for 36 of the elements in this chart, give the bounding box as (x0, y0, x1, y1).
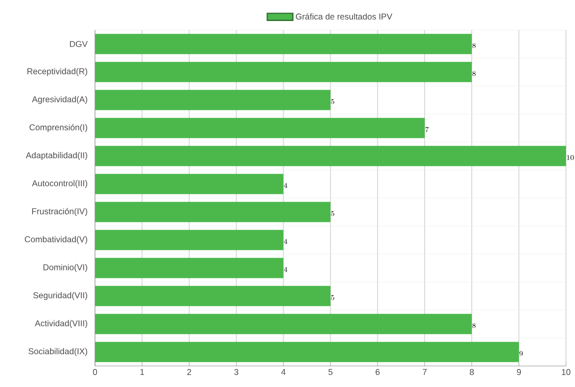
bar (95, 202, 331, 222)
y-tick-label: Sociabilidad(IX) (28, 348, 88, 356)
bar (95, 146, 566, 166)
x-tick-label: 7 (422, 369, 427, 375)
x-tick-label: 9 (516, 369, 521, 376)
x-tick-label: 0 (92, 369, 98, 376)
x-tick-label: 5 (328, 369, 333, 375)
x-tick-label: 10 (562, 369, 570, 376)
x-tick-label: 4 (281, 369, 286, 375)
bar (95, 258, 284, 278)
y-tick-label: Actividad(VIII) (34, 320, 88, 328)
x-tick-label: 2 (187, 369, 192, 375)
y-tick-label: Dominio(VI) (44, 264, 88, 272)
legend-label: Gráfica de resultados IPV (296, 13, 392, 20)
bar (95, 90, 331, 110)
x-tick-label: 8 (470, 369, 474, 376)
bar (95, 62, 472, 82)
y-tick-label: DGV (70, 40, 88, 47)
bar (95, 118, 425, 138)
x-tick-label: 1 (140, 369, 144, 375)
y-tick-label: Combatividad(V) (24, 236, 88, 244)
bar (95, 34, 472, 54)
bar (95, 286, 331, 306)
y-tick-label: Seguridad(VII) (33, 292, 88, 300)
x-tick-label: 3 (234, 369, 238, 376)
bar (95, 314, 472, 334)
y-tick-label: Receptividad(R) (27, 68, 88, 76)
bar (95, 342, 519, 362)
y-tick-label: Frustración(IV) (32, 208, 88, 216)
bar (95, 174, 284, 194)
x-tick-label: 6 (376, 369, 380, 376)
y-tick-label: Adaptabilidad(II) (26, 152, 88, 160)
bar (95, 230, 284, 250)
y-tick-label: Autocontrol(III) (32, 180, 88, 188)
y-tick-label: Agresividad(A) (32, 96, 88, 104)
y-tick-label: Comprensión(I) (30, 124, 88, 132)
